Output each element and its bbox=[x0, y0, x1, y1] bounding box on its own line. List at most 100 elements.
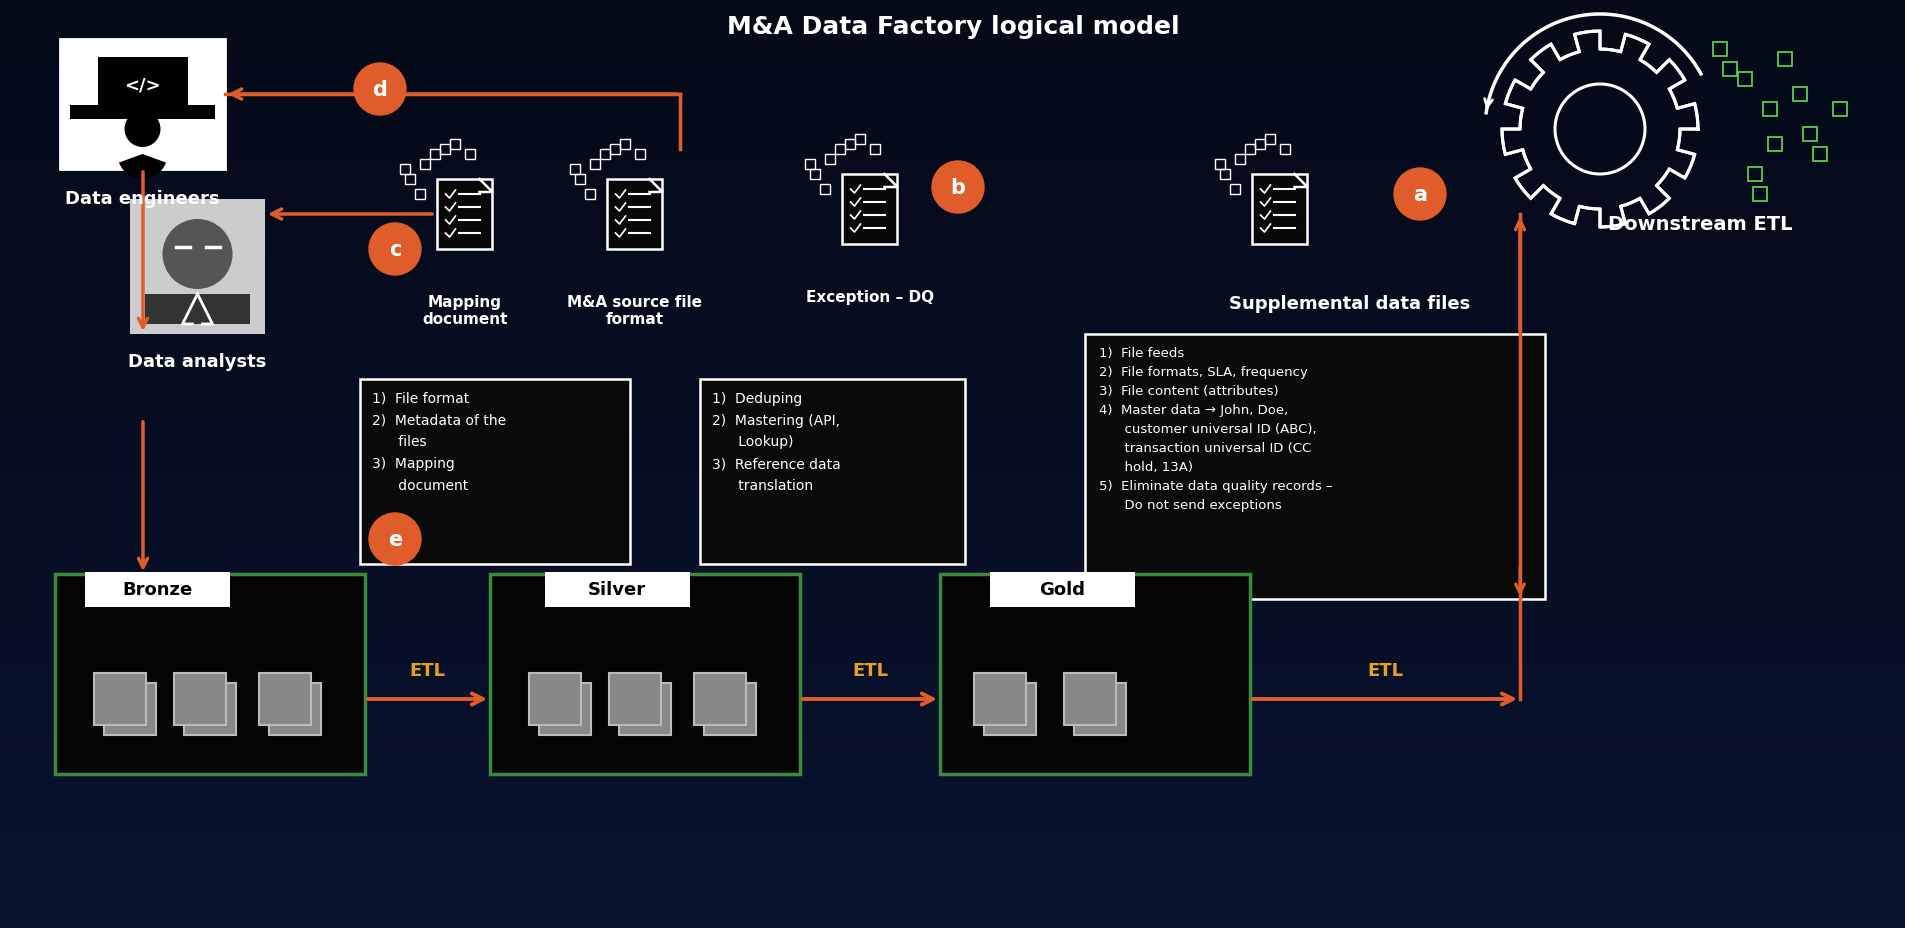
Bar bbox=[1234, 155, 1244, 165]
Bar bbox=[1219, 170, 1229, 180]
Bar bbox=[440, 145, 450, 155]
Bar bbox=[1753, 187, 1766, 201]
Text: b: b bbox=[951, 178, 966, 198]
Text: M&A source file
format: M&A source file format bbox=[568, 295, 703, 327]
Bar bbox=[855, 135, 865, 145]
Bar bbox=[1244, 145, 1253, 155]
Bar bbox=[1768, 138, 1781, 152]
Bar bbox=[419, 160, 431, 170]
Bar bbox=[693, 674, 745, 725]
Bar bbox=[1280, 145, 1290, 155]
Text: Data analysts: Data analysts bbox=[128, 353, 267, 370]
Bar bbox=[1073, 683, 1126, 735]
Bar bbox=[1722, 63, 1735, 77]
Bar bbox=[610, 674, 661, 725]
Bar bbox=[703, 683, 756, 735]
Text: c: c bbox=[389, 239, 400, 260]
Text: ETL: ETL bbox=[410, 662, 444, 679]
Bar bbox=[1812, 148, 1827, 161]
Wedge shape bbox=[118, 155, 166, 180]
Bar bbox=[591, 160, 600, 170]
Text: a: a bbox=[1412, 185, 1427, 205]
Bar bbox=[450, 140, 459, 149]
Bar bbox=[608, 180, 663, 250]
Bar bbox=[1737, 73, 1751, 87]
Circle shape bbox=[370, 224, 421, 276]
Bar bbox=[1084, 335, 1545, 599]
Bar bbox=[973, 674, 1025, 725]
Bar bbox=[70, 106, 215, 120]
Bar bbox=[86, 573, 231, 607]
Bar bbox=[97, 58, 187, 113]
Bar bbox=[842, 174, 897, 245]
Text: 1)  File feeds
2)  File formats, SLA, frequency
3)  File content (attributes)
4): 1) File feeds 2) File formats, SLA, freq… bbox=[1099, 347, 1332, 511]
Bar bbox=[610, 145, 619, 155]
Bar bbox=[55, 574, 366, 774]
Bar bbox=[844, 140, 855, 149]
Text: e: e bbox=[389, 530, 402, 549]
Text: ETL: ETL bbox=[1366, 662, 1402, 679]
Circle shape bbox=[370, 513, 421, 565]
Circle shape bbox=[354, 64, 406, 116]
Circle shape bbox=[124, 112, 160, 148]
Bar bbox=[105, 683, 156, 735]
Bar bbox=[1252, 174, 1307, 245]
Bar bbox=[59, 40, 225, 170]
Circle shape bbox=[1393, 169, 1446, 221]
Text: </>: </> bbox=[124, 76, 160, 94]
Bar bbox=[1213, 160, 1225, 170]
Circle shape bbox=[932, 161, 983, 213]
Bar bbox=[185, 683, 236, 735]
Bar bbox=[93, 674, 147, 725]
Text: Gold: Gold bbox=[1038, 580, 1084, 599]
Bar bbox=[360, 380, 631, 564]
Text: Data engineers: Data engineers bbox=[65, 190, 219, 208]
Text: Bronze: Bronze bbox=[122, 580, 192, 599]
Bar bbox=[869, 145, 880, 155]
Bar bbox=[699, 380, 964, 564]
Text: 1)  Deduping
2)  Mastering (API,
      Lookup)
3)  Reference data
      translat: 1) Deduping 2) Mastering (API, Lookup) 3… bbox=[712, 392, 840, 492]
Bar bbox=[490, 574, 800, 774]
Bar bbox=[1793, 88, 1806, 102]
Bar bbox=[804, 160, 815, 170]
Text: Supplemental data files: Supplemental data files bbox=[1229, 295, 1471, 313]
Circle shape bbox=[162, 220, 232, 290]
Bar bbox=[1253, 140, 1265, 149]
Bar bbox=[834, 145, 844, 155]
Bar bbox=[530, 674, 581, 725]
Bar bbox=[259, 674, 311, 725]
Bar bbox=[1229, 185, 1240, 195]
Text: 1)  File format
2)  Metadata of the
      files
3)  Mapping
      document: 1) File format 2) Metadata of the files … bbox=[371, 392, 507, 492]
Text: Downstream ETL: Downstream ETL bbox=[1608, 214, 1791, 234]
Circle shape bbox=[1554, 86, 1644, 174]
Bar bbox=[438, 180, 491, 250]
Bar bbox=[939, 574, 1250, 774]
Bar bbox=[983, 683, 1036, 735]
Bar bbox=[575, 174, 585, 185]
Bar bbox=[415, 190, 425, 200]
Bar bbox=[465, 149, 474, 160]
Bar bbox=[1802, 128, 1815, 142]
Bar bbox=[400, 165, 410, 174]
Bar bbox=[619, 140, 631, 149]
Text: Silver: Silver bbox=[587, 580, 646, 599]
Text: M&A Data Factory logical model: M&A Data Factory logical model bbox=[726, 15, 1179, 39]
Bar bbox=[585, 190, 594, 200]
Bar bbox=[269, 683, 320, 735]
Text: Exception – DQ: Exception – DQ bbox=[806, 290, 933, 304]
Bar bbox=[431, 149, 440, 160]
Text: d: d bbox=[371, 80, 387, 100]
Bar bbox=[1833, 103, 1846, 117]
Bar bbox=[810, 170, 819, 180]
Bar bbox=[819, 185, 829, 195]
Bar bbox=[634, 149, 644, 160]
Text: ETL: ETL bbox=[852, 662, 888, 679]
Bar bbox=[825, 155, 834, 165]
Bar bbox=[545, 573, 690, 607]
Bar bbox=[145, 295, 250, 325]
Bar bbox=[130, 200, 265, 335]
Bar bbox=[1762, 103, 1775, 117]
Bar bbox=[619, 683, 671, 735]
Bar bbox=[600, 149, 610, 160]
Bar bbox=[570, 165, 579, 174]
